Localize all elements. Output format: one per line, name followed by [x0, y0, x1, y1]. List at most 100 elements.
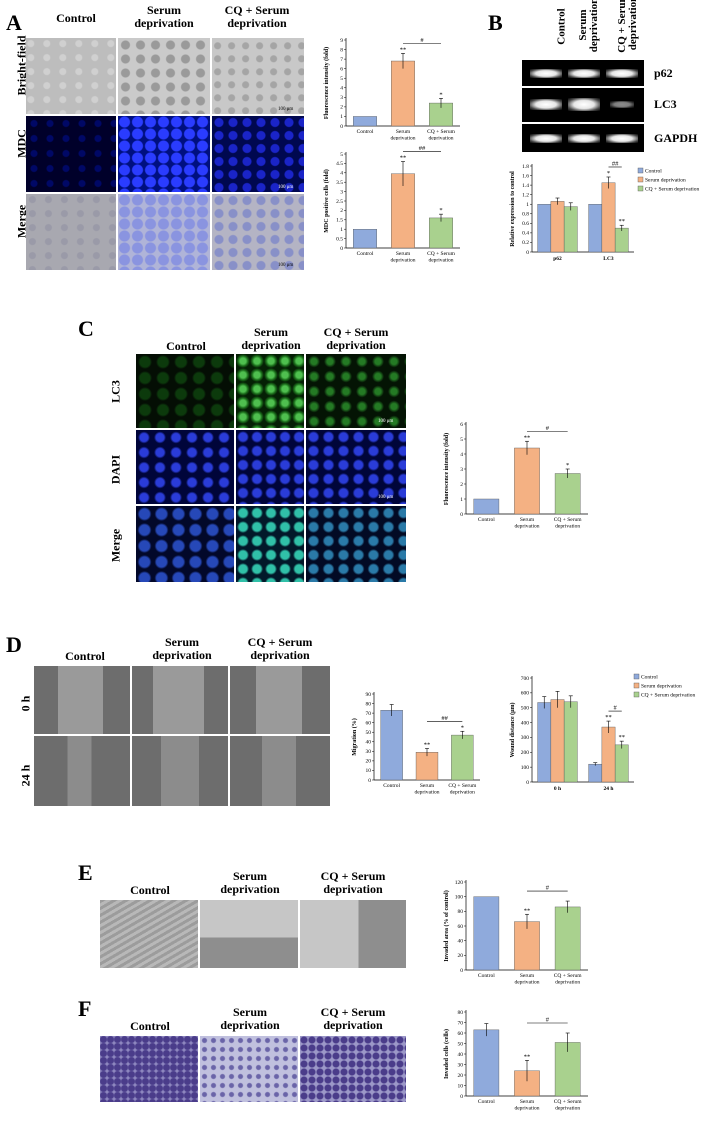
significance-star: **	[424, 741, 431, 748]
bracket-label: ##	[419, 145, 426, 152]
micrograph-d-0h-cq	[230, 666, 330, 734]
bar	[473, 896, 500, 971]
panel-b-letter: B	[488, 10, 503, 35]
panel-f-header-control: Control	[130, 1019, 170, 1033]
micrograph-c-dapi-control	[136, 430, 234, 504]
x-tick-label: Control	[478, 517, 495, 523]
bar	[514, 447, 540, 515]
micrograph-c-merge-serum	[236, 506, 304, 582]
x-tick-label: Control	[478, 973, 495, 979]
y-tick-label: 3	[340, 189, 343, 195]
chart-e-invaded-area: 0 20 40 60 80 100 120 Invaded area (% of contro…	[443, 880, 588, 985]
bar	[550, 699, 565, 783]
bar	[554, 1042, 581, 1097]
significance-star: *	[607, 170, 610, 177]
panel-c-letter: C	[78, 316, 94, 341]
panel-a-header-control: Control	[56, 11, 96, 25]
x-tick-label: deprivation	[514, 523, 539, 529]
significance-star: **	[605, 714, 612, 721]
panel-f-header-serum: Serum deprivation	[220, 1005, 280, 1032]
legend-label: Control	[645, 169, 662, 175]
micrograph-c-merge-cq	[306, 506, 406, 582]
legend-swatch	[633, 682, 640, 689]
bracket-label: ##	[612, 160, 619, 167]
y-tick-label: 3.5	[336, 180, 343, 186]
y-tick-label: 80	[458, 909, 464, 915]
micrograph-a-mdc-serum	[118, 116, 210, 192]
bracket-label: #	[546, 885, 550, 892]
y-tick-label: 0.4	[522, 231, 529, 237]
x-tick-label: Serum	[520, 1099, 535, 1105]
y-tick-label: 40	[458, 938, 464, 944]
significance-star: **	[524, 1053, 531, 1060]
significance-star: **	[524, 907, 531, 914]
y-tick-label: 0	[460, 1094, 463, 1100]
micrograph-c-merge-control	[136, 506, 234, 582]
y-tick-label: 60	[366, 720, 372, 726]
micrograph-a-merge-control	[26, 194, 116, 270]
micrograph-e-serum	[200, 900, 298, 968]
y-tick-label: 700	[521, 676, 530, 682]
y-tick-label: 0	[340, 246, 343, 252]
bar	[473, 498, 500, 515]
panel-c-header-cq: CQ + Serum deprivation	[323, 325, 389, 352]
y-axis-label: Fluorescence intensity (fold)	[323, 47, 330, 119]
micrograph-d-24h-serum	[132, 736, 228, 806]
bracket-label: #	[614, 705, 618, 712]
x-tick-label: deprivation	[555, 979, 580, 985]
panel-b-header-control: Control	[555, 8, 568, 45]
chart-d-migration: 0 10 20 30 40 50 60 70 80 90 Migration (%) Control *…	[351, 692, 480, 795]
chart-d-wound-distance: 0 100 200 300 400 500 600 700 Wound distance (μm…	[509, 673, 696, 792]
gel-gapdh	[522, 124, 644, 152]
y-tick-label: 70	[366, 711, 372, 717]
x-tick-label: deprivation	[555, 1105, 580, 1111]
micrograph-c-dapi-cq	[306, 430, 406, 504]
panel-b-header-serum: Serum deprivation	[577, 0, 600, 53]
y-tick-label: 100	[455, 894, 464, 900]
micrograph-c-dapi-serum	[236, 430, 304, 504]
legend-label: Control	[641, 675, 658, 681]
scale-bar-a2: 100 μm	[278, 185, 294, 190]
x-tick-label: Serum	[420, 783, 435, 789]
y-axis-label: MDC positive cells (fold)	[323, 169, 330, 233]
micrograph-e-control	[100, 900, 198, 968]
y-tick-label: 0	[340, 124, 343, 130]
y-tick-label: 2	[340, 105, 343, 111]
y-tick-label: 30	[366, 749, 372, 755]
significance-star: **	[619, 218, 626, 225]
legend-swatch	[633, 673, 640, 680]
significance-star: *	[566, 462, 569, 469]
legend-swatch	[637, 176, 644, 183]
x-tick-label: deprivation	[450, 789, 475, 795]
micrograph-a-merge-cq	[212, 194, 304, 270]
x-tick-label: 0 h	[554, 786, 561, 792]
panel-c-row-lc3: LC3	[108, 380, 123, 403]
x-tick-label: Serum	[396, 251, 411, 257]
x-tick-label: CQ + Serum	[554, 1099, 583, 1105]
micrograph-d-0h-serum	[132, 666, 228, 734]
y-axis-label: Wound distance (μm)	[509, 702, 516, 757]
bar	[601, 726, 616, 783]
y-tick-label: 90	[366, 692, 372, 698]
y-tick-label: 20	[458, 1073, 464, 1079]
significance-star: *	[439, 207, 442, 214]
bar	[451, 734, 474, 781]
y-tick-label: 40	[458, 1052, 464, 1058]
scale-bar-c1: 100 μm	[378, 419, 394, 424]
micrograph-a-mdc-cq	[212, 116, 304, 192]
legend-swatch	[633, 691, 640, 698]
y-tick-label: 70	[458, 1020, 464, 1026]
y-tick-label: 2	[460, 482, 463, 488]
chart-a-fluorescence: 0 1 2 3 4 5 6 7 8 9 Fluorescence intensity (fold) C…	[323, 37, 460, 140]
y-tick-label: 50	[458, 1041, 464, 1047]
bar	[601, 182, 616, 253]
x-tick-label: deprivation	[390, 135, 415, 140]
bar	[537, 204, 552, 253]
panel-e-letter: E	[78, 860, 93, 885]
y-tick-label: 20	[458, 953, 464, 959]
bar	[415, 752, 439, 781]
y-tick-label: 0.2	[522, 240, 529, 246]
panel-e-header-cq: CQ + Serum deprivation	[320, 869, 386, 896]
bar	[554, 473, 581, 515]
legend-label: Serum deprivation	[645, 178, 686, 184]
